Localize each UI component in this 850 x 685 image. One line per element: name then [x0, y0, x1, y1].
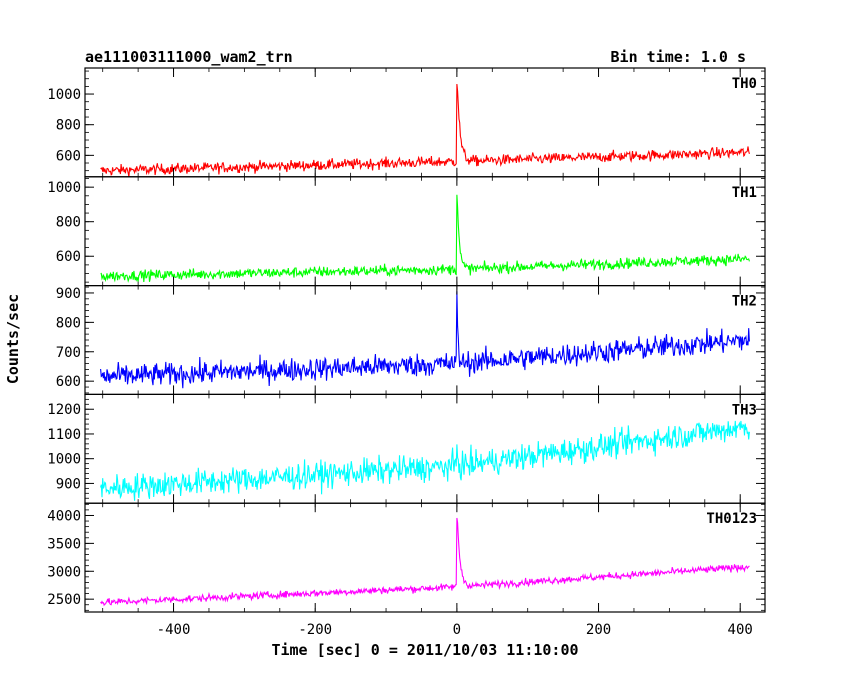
x-tick-label: 0	[453, 622, 461, 638]
panels-layer: 600 800 1000 TH0 600 800 1000 TH1 600 700 800 900 TH…	[47, 67, 766, 638]
y-tick-label: 1000	[47, 87, 81, 103]
panel-frame	[84, 502, 766, 613]
panel-label: TH0	[732, 76, 757, 92]
panel-th2: 600 700 800 900 TH2	[56, 285, 766, 396]
y-tick-label: 4000	[47, 508, 81, 524]
x-axis-label: Time [sec] 0 = 2011/10/03 11:10:00	[271, 641, 578, 659]
y-tick-label: 600	[56, 148, 81, 164]
x-tick-label: -400	[157, 622, 191, 638]
y-tick-label: 1200	[47, 402, 81, 418]
y-axis-label: Counts/sec	[4, 294, 22, 384]
x-tick-label: -200	[298, 622, 332, 638]
panel-label: TH1	[732, 185, 757, 201]
panel-th3: 900 1000 1100 1200 TH3	[47, 393, 766, 504]
series-th3	[100, 420, 750, 501]
panel-label: TH2	[732, 294, 757, 310]
y-tick-label: 600	[56, 249, 81, 265]
y-tick-label: 600	[56, 374, 81, 390]
bin-time-label: Bin time: 1.0 s	[611, 48, 746, 66]
y-tick-label: 1000	[47, 452, 81, 468]
y-tick-label: 2500	[47, 592, 81, 608]
panel-frame	[84, 67, 766, 178]
series-th0	[100, 83, 750, 177]
y-tick-label: 1000	[47, 180, 81, 196]
panel-th0123: 2500 3000 3500 4000 TH0123	[47, 502, 766, 613]
y-tick-label: 1100	[47, 427, 81, 443]
y-tick-label: 800	[56, 215, 81, 231]
y-tick-label: 700	[56, 345, 81, 361]
series-th1	[100, 194, 750, 283]
y-tick-label: 800	[56, 118, 81, 134]
series-th2	[100, 291, 750, 389]
x-tick-label: 200	[586, 622, 611, 638]
panel-label: TH3	[732, 402, 757, 418]
y-tick-label: 800	[56, 315, 81, 331]
y-tick-label: 3000	[47, 564, 81, 580]
panel-th1: 600 800 1000 TH1	[47, 176, 766, 287]
chart-title: ae111003111000_wam2_trn	[85, 48, 293, 66]
y-tick-label: 900	[56, 286, 81, 302]
panel-th0: 600 800 1000 TH0	[47, 67, 766, 178]
y-tick-label: 900	[56, 476, 81, 492]
y-tick-label: 3500	[47, 536, 81, 552]
x-tick-label: 400	[728, 622, 753, 638]
panel-frame	[84, 285, 766, 396]
panel-label: TH0123	[706, 511, 757, 527]
series-th0123	[100, 517, 750, 607]
